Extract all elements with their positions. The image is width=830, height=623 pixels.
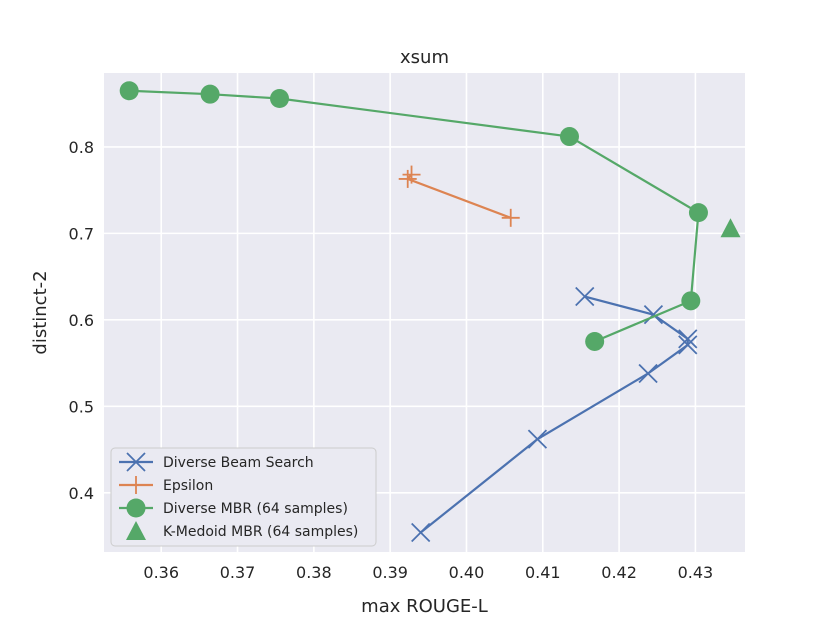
legend-marker [126, 498, 146, 518]
y-tick-label: 0.7 [69, 224, 94, 243]
x-tick-label: 0.42 [601, 563, 637, 582]
x-axis-label: max ROUGE-L [361, 596, 488, 617]
legend-label: Diverse MBR (64 samples) [163, 501, 348, 517]
data-point [501, 208, 520, 227]
data-point [678, 335, 698, 355]
legend-entry: Epsilon [119, 476, 213, 494]
data-point [688, 203, 708, 223]
data-point [720, 218, 741, 238]
y-tick-label: 0.5 [69, 397, 94, 416]
data-point [643, 305, 664, 325]
data-point [411, 522, 431, 543]
legend-label: Diverse Beam Search [163, 455, 314, 471]
series-3 [720, 218, 741, 238]
legend-marker [126, 521, 146, 540]
y-tick-label: 0.6 [69, 311, 94, 330]
x-tick-label: 0.43 [678, 563, 714, 582]
data-point [119, 81, 139, 101]
data-point [585, 331, 605, 351]
data-point [398, 169, 417, 188]
data-point [575, 286, 595, 307]
data-point [681, 291, 701, 311]
legend-entry: K-Medoid MBR (64 samples) [126, 521, 358, 540]
x-tick-label: 0.36 [143, 563, 179, 582]
legend-box [110, 447, 377, 547]
data-point [559, 127, 579, 147]
data-point [402, 165, 421, 184]
series-1 [398, 165, 520, 227]
x-tick-label: 0.41 [525, 563, 561, 582]
y-tick-label: 0.8 [69, 138, 94, 157]
data-point [527, 429, 548, 449]
legend: Diverse Beam Search Epsilon Diverse MBR (6… [110, 447, 377, 547]
x-tick-label: 0.39 [372, 563, 408, 582]
series-0 [411, 286, 698, 543]
y-axis-label: distinct-2 [30, 270, 51, 354]
series-2 [119, 81, 708, 351]
data-point [200, 84, 220, 104]
x-tick-labels: 0.36 0.37 0.38 0.39 0.40 0.41 0.42 0.43 [143, 563, 713, 582]
x-tick-label: 0.38 [296, 563, 332, 582]
series-layer [119, 81, 741, 543]
x-tick-label: 0.37 [220, 563, 256, 582]
legend-label: Epsilon [163, 478, 213, 494]
chart-title: xsum [400, 47, 449, 68]
y-tick-label: 0.4 [69, 484, 94, 503]
legend-label: K-Medoid MBR (64 samples) [163, 524, 358, 540]
x-tick-label: 0.40 [449, 563, 485, 582]
legend-marker [127, 476, 145, 494]
legend-entry: Diverse Beam Search [119, 452, 314, 472]
data-point [638, 363, 658, 384]
data-point [270, 89, 290, 109]
x-gridlines [160, 73, 697, 552]
legend-marker [126, 452, 146, 472]
legend-entry: Diverse MBR (64 samples) [119, 498, 348, 518]
data-point [678, 329, 698, 349]
y-tick-labels: 0.4 0.5 0.6 0.7 0.8 [69, 138, 94, 503]
